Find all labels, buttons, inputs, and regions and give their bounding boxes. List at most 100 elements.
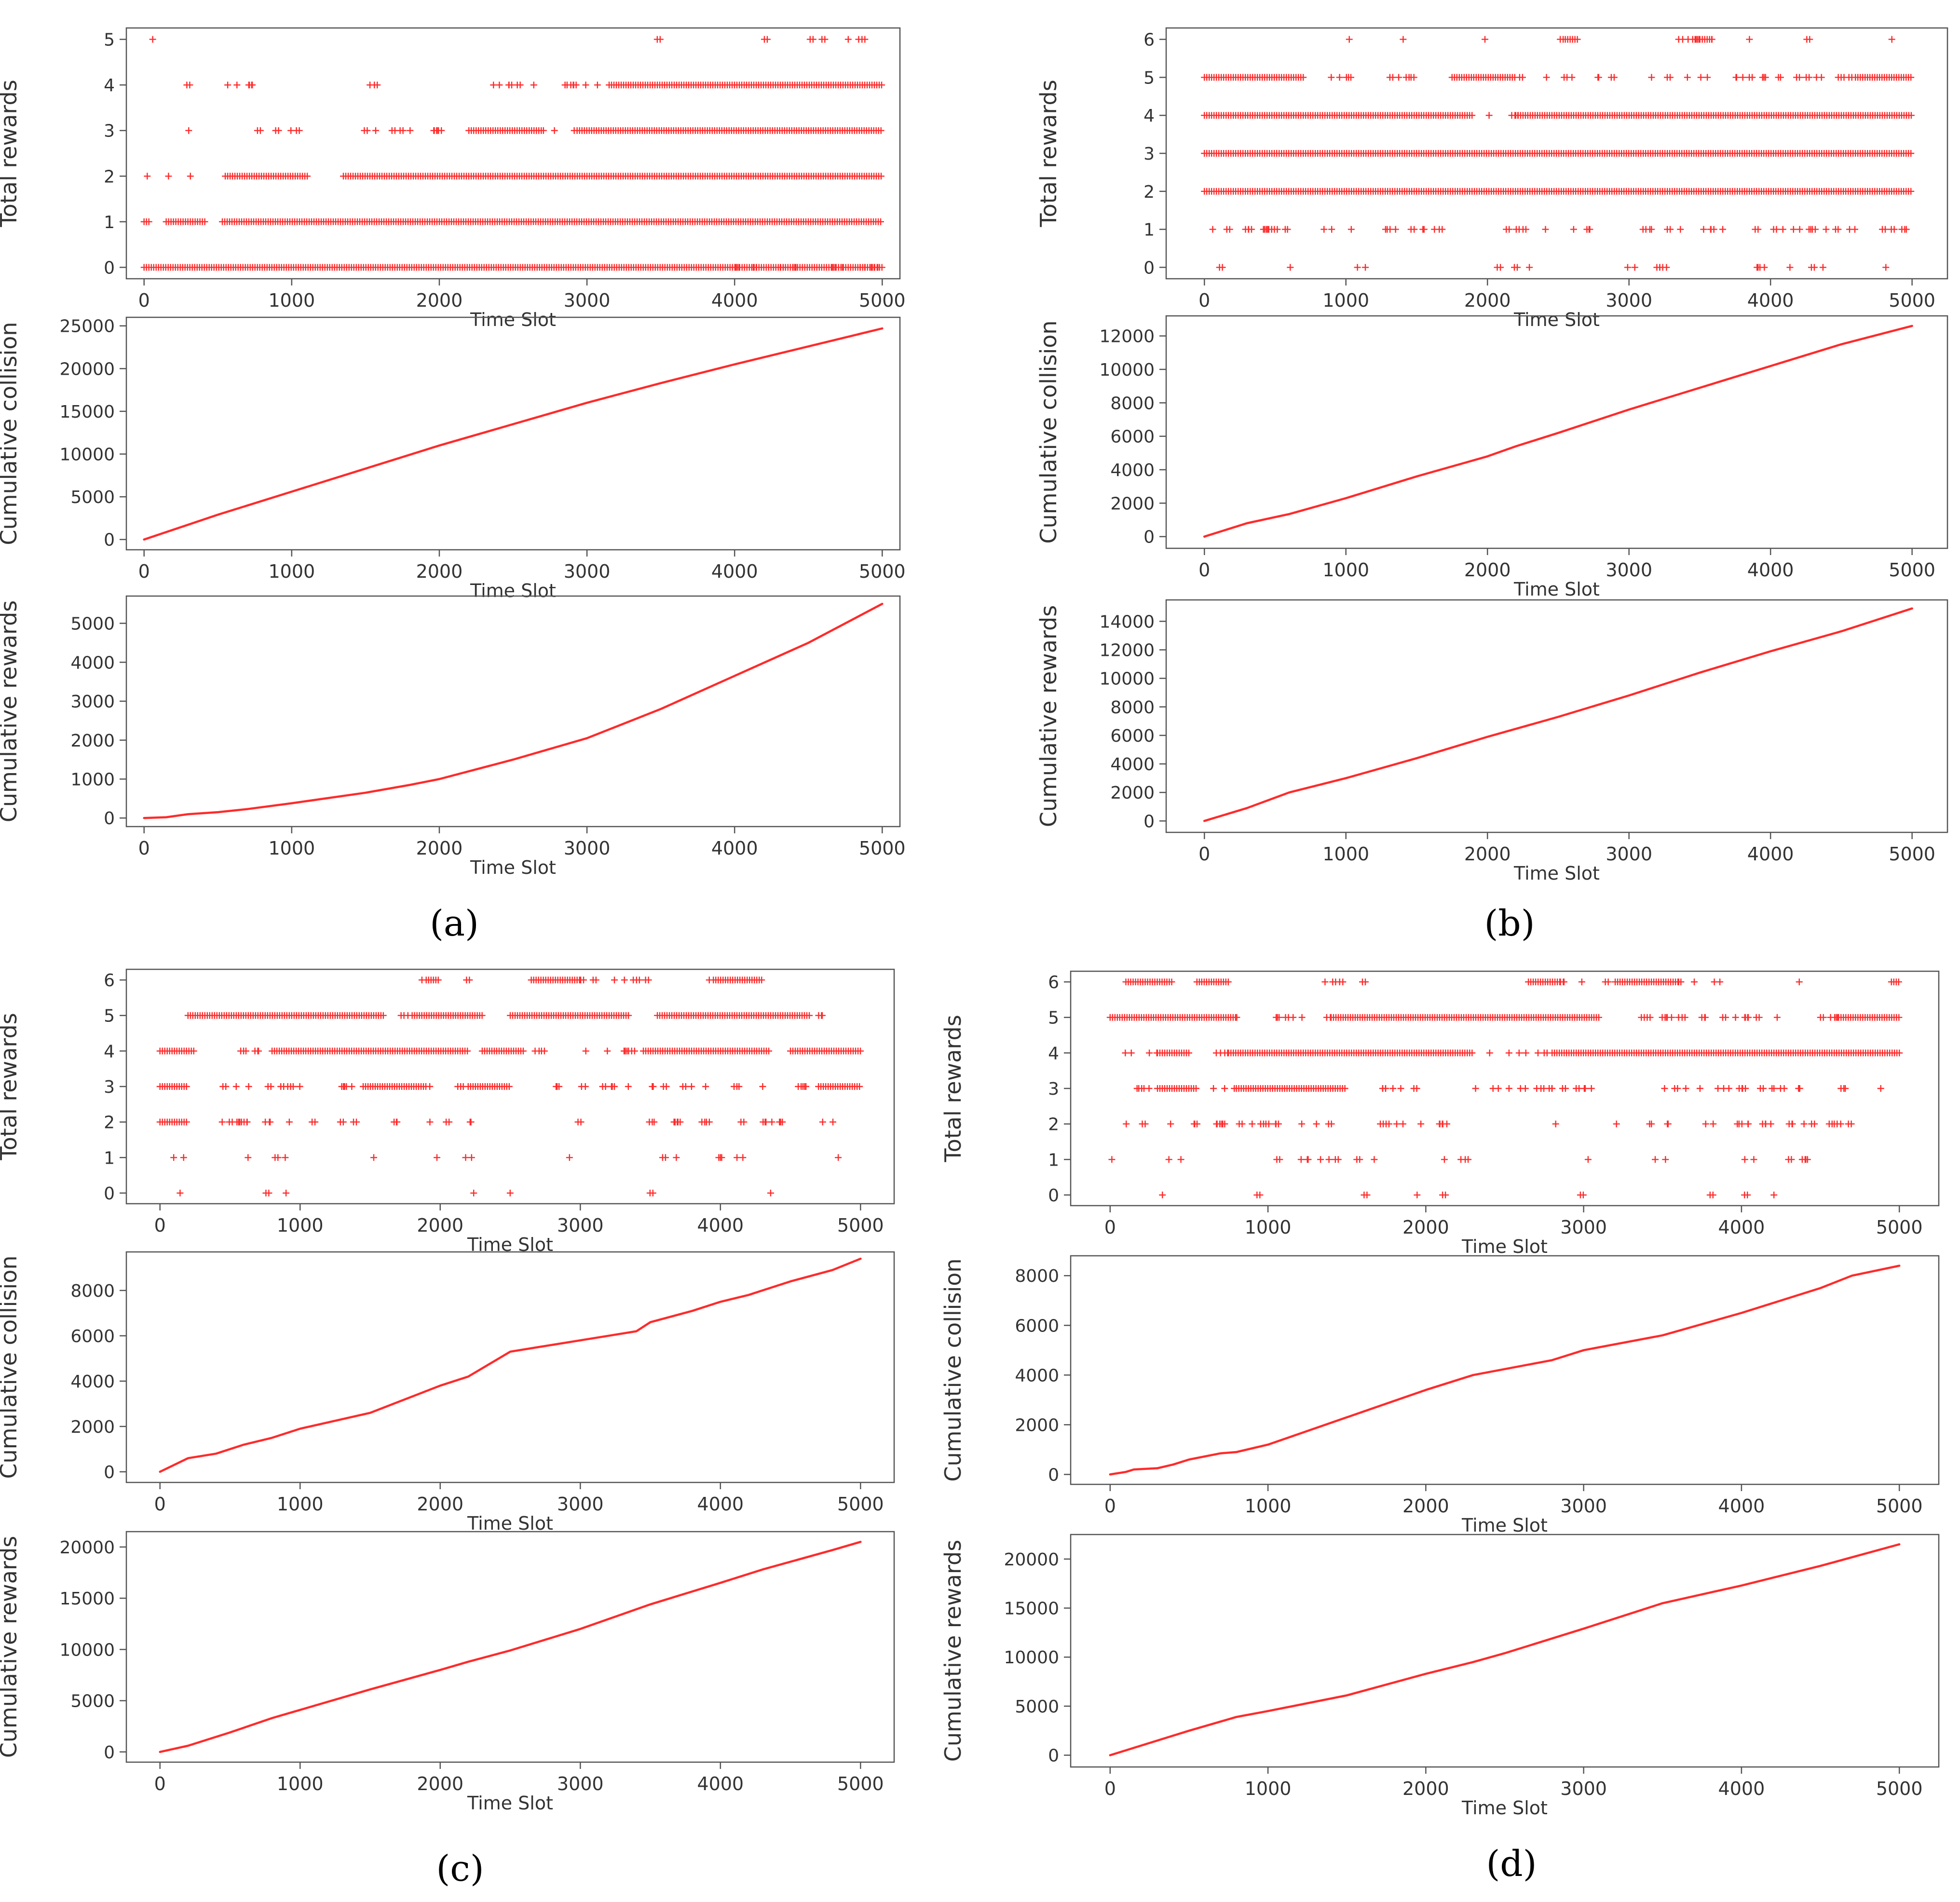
y-tick-label: 4000 (70, 1372, 115, 1392)
subplot-b-total: 0 1000 2000 3000 4000 5000 0 1 2 3 4 5 6 Time Slot Tot… (1035, 27, 1948, 330)
y-tick-label: 3 (104, 122, 115, 141)
y-tick-label: 4 (104, 76, 115, 95)
x-tick-label: 4000 (697, 1215, 744, 1236)
y-tick-label: 5 (1143, 68, 1155, 88)
y-tick-label: 8000 (70, 1281, 115, 1301)
scatter-level-3 (1133, 1085, 1884, 1092)
x-tick-label: 0 (138, 290, 150, 311)
x-tick-label: 2000 (416, 561, 463, 582)
scatter-level-2 (1201, 188, 1915, 195)
scatter-level-5 (184, 1012, 826, 1019)
sublabel-a: (a) (430, 903, 479, 944)
x-tick-label: 1000 (1322, 559, 1369, 581)
x-tick-label: 1000 (1322, 843, 1369, 865)
y-tick-label: 6 (1143, 30, 1155, 50)
x-tick-label: 3000 (557, 1773, 604, 1794)
y-tick-label: 15000 (59, 402, 115, 422)
scatter-level-5 (1106, 1014, 1903, 1021)
x-tick-label: 0 (1104, 1217, 1116, 1238)
y-tick-label: 0 (104, 1184, 115, 1204)
scatter-level-3 (156, 1083, 863, 1090)
scatter-level-1 (1108, 1156, 1811, 1163)
subfigure-labels: (a) (b) (c) (d) (430, 903, 1537, 1889)
x-tick-label: 4000 (1718, 1495, 1765, 1517)
series-line (1203, 325, 1913, 538)
y-tick-label: 0 (104, 530, 115, 550)
x-tick-label: 3000 (1606, 843, 1652, 865)
y-tick-label: 2 (1048, 1115, 1059, 1135)
x-tick-label: 1000 (277, 1773, 324, 1794)
y-tick-label: 4 (104, 1042, 115, 1061)
scatter-level-0 (1216, 264, 1890, 271)
scatter-level-5 (1201, 74, 1915, 81)
x-tick-label: 0 (1198, 559, 1210, 581)
x-tick-label: 5000 (859, 561, 906, 582)
subplot-c-collision: 0 1000 2000 3000 4000 5000 0 2000 4000 6000 8000 Ti… (0, 1251, 895, 1534)
x-tick-label: 2000 (1464, 843, 1511, 865)
scatter-level-2 (156, 1118, 836, 1126)
x-tick-label: 0 (1104, 1495, 1116, 1517)
scatter-markers (140, 36, 885, 271)
y-tick-label: 5000 (70, 1692, 115, 1712)
scatter-level-6 (1346, 36, 1895, 43)
x-tick-label: 5000 (1876, 1217, 1923, 1238)
series-line (1109, 1264, 1901, 1476)
x-tick-label: 3000 (564, 561, 611, 582)
x-tick-label: 4000 (711, 290, 758, 311)
x-tick-label: 0 (1198, 290, 1210, 311)
scatter-markers (1201, 36, 1915, 271)
x-tick-label: 0 (138, 838, 150, 859)
x-tick-label: 3000 (564, 838, 611, 859)
y-tick-label: 2000 (1110, 494, 1155, 514)
x-axis-label: Time Slot (467, 1513, 553, 1534)
y-tick-label: 3 (1143, 144, 1155, 164)
y-tick-label: 1000 (70, 770, 115, 789)
x-tick-label: 5000 (1889, 290, 1935, 311)
scatter-level-0 (177, 1189, 774, 1196)
y-tick-label: 3 (104, 1077, 115, 1097)
scatter-level-2 (1123, 1120, 1855, 1128)
plot-frame (125, 27, 901, 280)
scatter-level-4 (1201, 112, 1915, 119)
x-tick-label: 4000 (1747, 559, 1794, 581)
y-axis-label: Cumulative rewards (0, 600, 22, 822)
x-tick-label: 2000 (416, 290, 463, 311)
y-tick-label: 2000 (1015, 1415, 1059, 1435)
scatter-level-1 (170, 1154, 842, 1161)
y-tick-label: 20000 (1004, 1550, 1059, 1570)
x-tick-label: 0 (154, 1215, 166, 1236)
y-tick-label: 6 (1048, 973, 1059, 992)
y-tick-label: 6000 (1110, 427, 1155, 447)
subplot-b-rewards: 0 1000 2000 3000 4000 5000 0 2000 4000 6000 8000 10… (1035, 599, 1948, 884)
y-tick-label: 0 (1048, 1746, 1059, 1766)
x-tick-label: 3000 (1606, 559, 1652, 581)
x-tick-label: 2000 (1402, 1495, 1449, 1517)
series-line (159, 1540, 862, 1753)
y-axis-label: Total rewards (0, 1013, 22, 1160)
plot-frame (1070, 1255, 1940, 1485)
y-tick-label: 8000 (1110, 698, 1155, 718)
x-tick-label: 0 (154, 1773, 166, 1794)
plot-frame (125, 595, 901, 828)
x-tick-label: 2000 (1464, 559, 1511, 581)
y-tick-label: 6000 (1110, 726, 1155, 746)
y-tick-label: 4 (1048, 1044, 1059, 1063)
y-tick-label: 8000 (1110, 394, 1155, 413)
y-tick-label: 0 (104, 258, 115, 278)
x-tick-label: 5000 (859, 838, 906, 859)
x-tick-label: 4000 (1718, 1778, 1765, 1799)
y-tick-label: 2 (104, 167, 115, 187)
y-tick-label: 0 (1143, 528, 1155, 547)
y-axis-label: Total rewards (1035, 80, 1062, 227)
x-tick-label: 3000 (564, 290, 611, 311)
x-tick-label: 3000 (1560, 1217, 1607, 1238)
series-line (143, 602, 884, 819)
x-tick-label: 4000 (711, 561, 758, 582)
scatter-level-1 (140, 218, 884, 225)
series-line (1109, 1543, 1901, 1756)
y-tick-label: 25000 (59, 317, 115, 337)
y-tick-label: 0 (1143, 258, 1155, 278)
scatter-level-1 (1209, 226, 1910, 233)
sublabel-d: (d) (1486, 1843, 1537, 1885)
